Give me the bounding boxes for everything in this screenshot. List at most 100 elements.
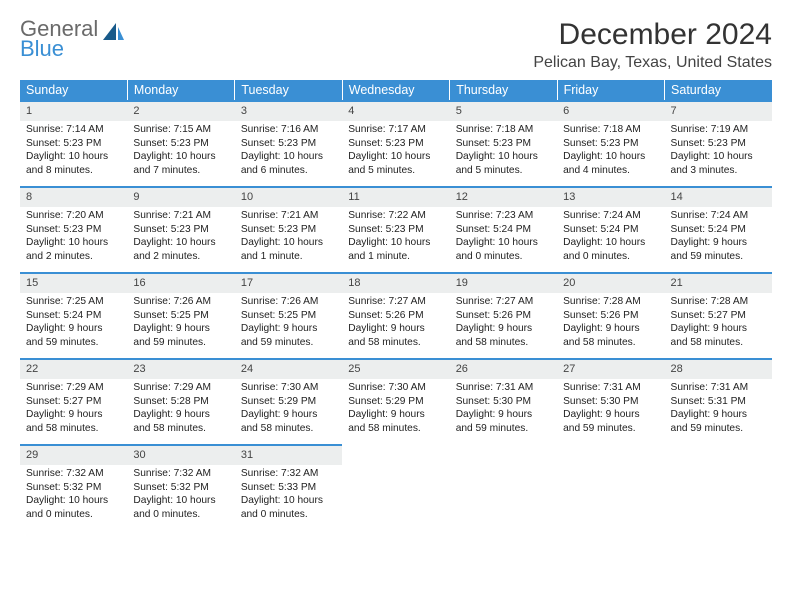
- sunset-line: Sunset: 5:24 PM: [26, 309, 121, 323]
- daylight-line: Daylight: 10 hours and 0 minutes.: [133, 494, 228, 522]
- weekday-header: Friday: [557, 80, 664, 100]
- sunrise-line: Sunrise: 7:29 AM: [133, 381, 228, 395]
- daylight-line: Daylight: 9 hours and 59 minutes.: [671, 408, 766, 436]
- daylight-line: Daylight: 9 hours and 59 minutes.: [26, 322, 121, 350]
- day-number: 6: [557, 100, 664, 121]
- daylight-line: Daylight: 10 hours and 0 minutes.: [26, 494, 121, 522]
- day-number: 16: [127, 272, 234, 293]
- day-content: Sunrise: 7:31 AMSunset: 5:31 PMDaylight:…: [665, 379, 772, 440]
- calendar-row: 1Sunrise: 7:14 AMSunset: 5:23 PMDaylight…: [20, 100, 772, 186]
- calendar-cell: 13Sunrise: 7:24 AMSunset: 5:24 PMDayligh…: [557, 186, 664, 272]
- daylight-line: Daylight: 10 hours and 0 minutes.: [456, 236, 551, 264]
- day-number: 8: [20, 186, 127, 207]
- weekday-header-row: Sunday Monday Tuesday Wednesday Thursday…: [20, 80, 772, 100]
- daylight-line: Daylight: 9 hours and 59 minutes.: [241, 322, 336, 350]
- calendar-cell: [665, 444, 772, 530]
- sunset-line: Sunset: 5:24 PM: [456, 223, 551, 237]
- day-content: Sunrise: 7:29 AMSunset: 5:27 PMDaylight:…: [20, 379, 127, 440]
- calendar-cell: 29Sunrise: 7:32 AMSunset: 5:32 PMDayligh…: [20, 444, 127, 530]
- day-number: 22: [20, 358, 127, 379]
- sunrise-line: Sunrise: 7:22 AM: [348, 209, 443, 223]
- daylight-line: Daylight: 9 hours and 59 minutes.: [671, 236, 766, 264]
- daylight-line: Daylight: 10 hours and 2 minutes.: [133, 236, 228, 264]
- calendar-cell: 8 Sunrise: 7:20 AMSunset: 5:23 PMDaylight…: [20, 186, 127, 272]
- day-content: Sunrise: 7:30 AMSunset: 5:29 PMDaylight:…: [235, 379, 342, 440]
- day-number: 5: [450, 100, 557, 121]
- sunset-line: Sunset: 5:29 PM: [348, 395, 443, 409]
- sunrise-line: Sunrise: 7:15 AM: [133, 123, 228, 137]
- day-number: 7: [665, 100, 772, 121]
- daylight-line: Daylight: 9 hours and 58 minutes.: [26, 408, 121, 436]
- day-content: Sunrise: 7:24 AMSunset: 5:24 PMDaylight:…: [557, 207, 664, 268]
- weekday-header: Sunday: [20, 80, 127, 100]
- sunset-line: Sunset: 5:27 PM: [26, 395, 121, 409]
- daylight-line: Daylight: 10 hours and 1 minute.: [241, 236, 336, 264]
- day-number: 13: [557, 186, 664, 207]
- day-number: 9: [127, 186, 234, 207]
- daylight-line: Daylight: 10 hours and 1 minute.: [348, 236, 443, 264]
- sunrise-line: Sunrise: 7:32 AM: [133, 467, 228, 481]
- calendar-cell: 14Sunrise: 7:24 AMSunset: 5:24 PMDayligh…: [665, 186, 772, 272]
- daylight-line: Daylight: 9 hours and 58 minutes.: [563, 322, 658, 350]
- day-number: 28: [665, 358, 772, 379]
- sunset-line: Sunset: 5:32 PM: [133, 481, 228, 495]
- calendar-row: 15Sunrise: 7:25 AMSunset: 5:24 PMDayligh…: [20, 272, 772, 358]
- daylight-line: Daylight: 10 hours and 7 minutes.: [133, 150, 228, 178]
- day-content: Sunrise: 7:24 AMSunset: 5:24 PMDaylight:…: [665, 207, 772, 268]
- page-header: General Blue December 2024 Pelican Bay, …: [20, 18, 772, 72]
- day-content: Sunrise: 7:16 AMSunset: 5:23 PMDaylight:…: [235, 121, 342, 182]
- day-content: Sunrise: 7:27 AMSunset: 5:26 PMDaylight:…: [450, 293, 557, 354]
- sunset-line: Sunset: 5:31 PM: [671, 395, 766, 409]
- daylight-line: Daylight: 9 hours and 58 minutes.: [348, 408, 443, 436]
- day-content: Sunrise: 7:18 AMSunset: 5:23 PMDaylight:…: [557, 121, 664, 182]
- weekday-header: Wednesday: [342, 80, 449, 100]
- day-number: 24: [235, 358, 342, 379]
- day-number: 11: [342, 186, 449, 207]
- day-number: 26: [450, 358, 557, 379]
- daylight-line: Daylight: 9 hours and 59 minutes.: [563, 408, 658, 436]
- day-content: Sunrise: 7:25 AMSunset: 5:24 PMDaylight:…: [20, 293, 127, 354]
- daylight-line: Daylight: 9 hours and 58 minutes.: [671, 322, 766, 350]
- sunset-line: Sunset: 5:23 PM: [671, 137, 766, 151]
- day-content: Sunrise: 7:21 AMSunset: 5:23 PMDaylight:…: [127, 207, 234, 268]
- sunrise-line: Sunrise: 7:17 AM: [348, 123, 443, 137]
- day-number: 19: [450, 272, 557, 293]
- calendar-cell: 5Sunrise: 7:18 AMSunset: 5:23 PMDaylight…: [450, 100, 557, 186]
- calendar-cell: 16Sunrise: 7:26 AMSunset: 5:25 PMDayligh…: [127, 272, 234, 358]
- calendar-row: 22Sunrise: 7:29 AMSunset: 5:27 PMDayligh…: [20, 358, 772, 444]
- weekday-header: Tuesday: [235, 80, 342, 100]
- sunrise-line: Sunrise: 7:20 AM: [26, 209, 121, 223]
- day-content: Sunrise: 7:28 AMSunset: 5:27 PMDaylight:…: [665, 293, 772, 354]
- page-title: December 2024: [533, 18, 772, 52]
- sunset-line: Sunset: 5:23 PM: [26, 223, 121, 237]
- sunset-line: Sunset: 5:30 PM: [456, 395, 551, 409]
- sunset-line: Sunset: 5:25 PM: [133, 309, 228, 323]
- calendar-table: Sunday Monday Tuesday Wednesday Thursday…: [20, 80, 772, 530]
- day-content: Sunrise: 7:27 AMSunset: 5:26 PMDaylight:…: [342, 293, 449, 354]
- daylight-line: Daylight: 10 hours and 3 minutes.: [671, 150, 766, 178]
- sunrise-line: Sunrise: 7:14 AM: [26, 123, 121, 137]
- sail-icon: [98, 18, 126, 50]
- sunrise-line: Sunrise: 7:24 AM: [671, 209, 766, 223]
- calendar-cell: 30Sunrise: 7:32 AMSunset: 5:32 PMDayligh…: [127, 444, 234, 530]
- sunrise-line: Sunrise: 7:27 AM: [348, 295, 443, 309]
- sunset-line: Sunset: 5:26 PM: [348, 309, 443, 323]
- day-number: 12: [450, 186, 557, 207]
- sunset-line: Sunset: 5:24 PM: [563, 223, 658, 237]
- day-content: Sunrise: 7:23 AMSunset: 5:24 PMDaylight:…: [450, 207, 557, 268]
- sunset-line: Sunset: 5:26 PM: [456, 309, 551, 323]
- calendar-row: 8Sunrise: 7:20 AMSunset: 5:23 PMDaylight…: [20, 186, 772, 272]
- sunset-line: Sunset: 5:25 PM: [241, 309, 336, 323]
- day-content: Sunrise: 7:19 AMSunset: 5:23 PMDaylight:…: [665, 121, 772, 182]
- day-content: Sunrise: 7:32 AMSunset: 5:33 PMDaylight:…: [235, 465, 342, 526]
- title-block: December 2024 Pelican Bay, Texas, United…: [533, 18, 772, 72]
- calendar-cell: 28Sunrise: 7:31 AMSunset: 5:31 PMDayligh…: [665, 358, 772, 444]
- sunrise-line: Sunrise: 7:19 AM: [671, 123, 766, 137]
- calendar-cell: 2Sunrise: 7:15 AMSunset: 5:23 PMDaylight…: [127, 100, 234, 186]
- sunrise-line: Sunrise: 7:27 AM: [456, 295, 551, 309]
- sunrise-line: Sunrise: 7:28 AM: [563, 295, 658, 309]
- sunset-line: Sunset: 5:27 PM: [671, 309, 766, 323]
- sunrise-line: Sunrise: 7:30 AM: [241, 381, 336, 395]
- day-content: Sunrise: 7:18 AMSunset: 5:23 PMDaylight:…: [450, 121, 557, 182]
- daylight-line: Daylight: 10 hours and 2 minutes.: [26, 236, 121, 264]
